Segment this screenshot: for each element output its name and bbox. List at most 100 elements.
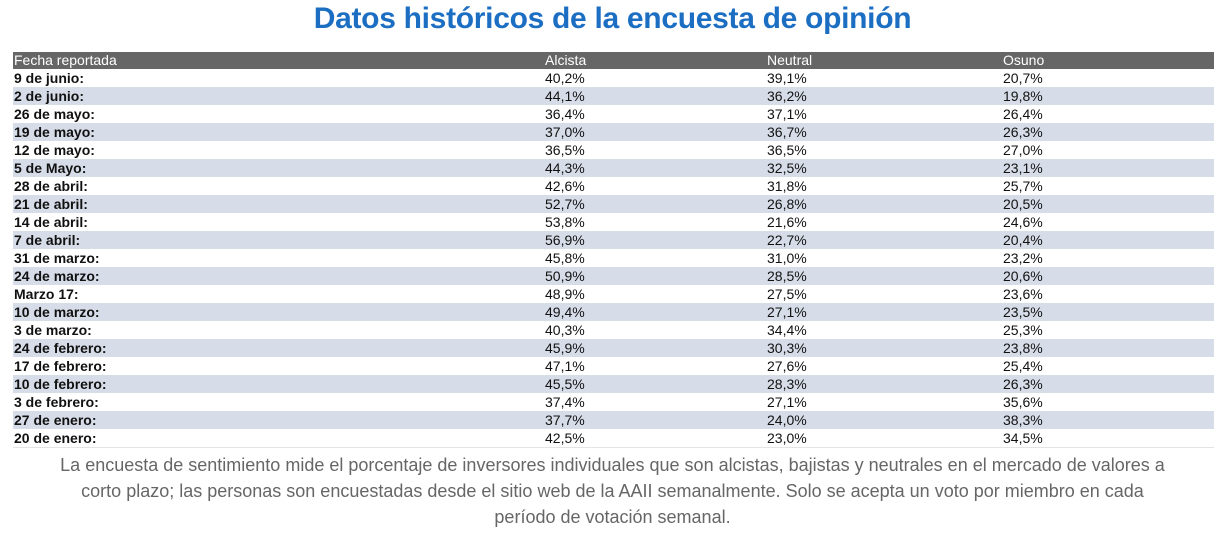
cell-neutral: 27,5% <box>767 286 807 302</box>
cell-bullish: 44,3% <box>544 159 766 177</box>
cell-bullish: 48,9% <box>545 286 585 302</box>
table-row: 3 de marzo: 40,3% 34,4% 25,3% <box>13 321 1214 339</box>
cell-bearish: 26,3% <box>1002 375 1214 393</box>
table-row: 27 de enero: 37,7% 24,0% 38,3% <box>13 411 1214 429</box>
cell-neutral: 27,1% <box>766 303 1002 321</box>
cell-neutral: 34,4% <box>767 322 807 338</box>
cell-date: 26 de mayo: <box>14 106 95 122</box>
table-row: Marzo 17: 48,9% 27,5% 23,6% <box>13 285 1214 303</box>
table-row: 28 de abril: 42,6% 31,8% 25,7% <box>13 177 1214 195</box>
cell-bearish: 20,7% <box>1003 70 1043 86</box>
cell-bearish: 20,5% <box>1002 195 1214 213</box>
cell-bearish: 24,6% <box>1003 214 1043 230</box>
cell-neutral: 23,0% <box>766 429 1002 448</box>
table-row: 14 de abril: 53,8% 21,6% 24,6% <box>13 213 1214 231</box>
cell-bearish: 38,3% <box>1002 411 1214 429</box>
cell-bearish: 35,6% <box>1003 394 1043 410</box>
cell-date: Marzo 17: <box>14 286 79 302</box>
cell-bullish: 37,4% <box>545 394 585 410</box>
table-row: 10 de marzo: 49,4% 27,1% 23,5% <box>13 303 1214 321</box>
cell-date: 10 de marzo: <box>13 303 544 321</box>
header-neutral: Neutral <box>766 52 1002 69</box>
table-header-row: Fecha reportada Alcista Neutral Osuno <box>13 52 1214 69</box>
cell-bullish: 37,7% <box>544 411 766 429</box>
cell-date: 14 de abril: <box>14 214 88 230</box>
cell-neutral: 28,3% <box>766 375 1002 393</box>
cell-neutral: 24,0% <box>766 411 1002 429</box>
cell-date: 24 de febrero: <box>13 339 544 357</box>
cell-date: 2 de junio: <box>13 87 544 105</box>
table-row: 7 de abril: 56,9% 22,7% 20,4% <box>13 231 1214 249</box>
cell-neutral: 28,5% <box>766 267 1002 285</box>
cell-date: 27 de enero: <box>13 411 544 429</box>
cell-neutral: 30,3% <box>766 339 1002 357</box>
cell-bearish: 23,2% <box>1003 250 1043 266</box>
cell-date: 7 de abril: <box>13 231 544 249</box>
header-bearish: Osuno <box>1002 52 1214 69</box>
cell-neutral: 31,0% <box>767 250 807 266</box>
table-row: 9 de junio: 40,2% 39,1% 20,7% <box>13 69 1214 87</box>
cell-neutral: 37,1% <box>767 106 807 122</box>
cell-bullish: 42,6% <box>545 178 585 194</box>
cell-bearish: 23,1% <box>1002 159 1214 177</box>
survey-description: La encuesta de sentimiento mide el porce… <box>60 455 1165 527</box>
table-row: 17 de febrero: 47,1% 27,6% 25,4% <box>13 357 1214 375</box>
cell-bullish: 36,5% <box>545 142 585 158</box>
cell-bearish: 26,4% <box>1003 106 1043 122</box>
cell-bullish: 45,8% <box>545 250 585 266</box>
cell-bullish: 40,3% <box>545 322 585 338</box>
cell-bearish: 20,4% <box>1002 231 1214 249</box>
cell-bullish: 37,0% <box>544 123 766 141</box>
cell-bullish: 50,9% <box>544 267 766 285</box>
cell-bearish: 27,0% <box>1003 142 1043 158</box>
cell-neutral: 27,1% <box>767 394 807 410</box>
table-row: 19 de mayo: 37,0% 36,7% 26,3% <box>13 123 1214 141</box>
header-date: Fecha reportada <box>13 52 544 69</box>
cell-bearish: 34,5% <box>1002 429 1214 448</box>
cell-neutral: 22,7% <box>766 231 1002 249</box>
cell-neutral: 21,6% <box>767 214 807 230</box>
cell-date: 28 de abril: <box>14 178 88 194</box>
cell-date: 31 de marzo: <box>14 250 100 266</box>
table-row: 5 de Mayo: 44,3% 32,5% 23,1% <box>13 159 1214 177</box>
cell-date: 3 de marzo: <box>14 322 92 338</box>
cell-neutral: 36,7% <box>766 123 1002 141</box>
header-bullish: Alcista <box>544 52 766 69</box>
cell-bullish: 47,1% <box>545 358 585 374</box>
cell-date: 12 de mayo: <box>14 142 95 158</box>
table-row: 21 de abril: 52,7% 26,8% 20,5% <box>13 195 1214 213</box>
cell-bullish: 52,7% <box>544 195 766 213</box>
table-row: 3 de febrero: 37,4% 27,1% 35,6% <box>13 393 1214 411</box>
cell-neutral: 32,5% <box>766 159 1002 177</box>
cell-bullish: 49,4% <box>544 303 766 321</box>
sentiment-history-table: Fecha reportada Alcista Neutral Osuno 9 … <box>13 52 1214 448</box>
cell-bullish: 40,2% <box>545 70 585 86</box>
cell-bearish: 19,8% <box>1002 87 1214 105</box>
cell-date: 9 de junio: <box>14 70 84 86</box>
cell-bullish: 44,1% <box>544 87 766 105</box>
cell-bullish: 45,9% <box>544 339 766 357</box>
cell-date: 5 de Mayo: <box>13 159 544 177</box>
cell-date: 20 de enero: <box>13 429 544 448</box>
cell-bearish: 23,5% <box>1002 303 1214 321</box>
table-row: 26 de mayo: 36,4% 37,1% 26,4% <box>13 105 1214 123</box>
cell-date: 17 de febrero: <box>14 358 107 374</box>
page-title: Datos históricos de la encuesta de opini… <box>313 2 912 35</box>
cell-date: 21 de abril: <box>13 195 544 213</box>
cell-neutral: 26,8% <box>766 195 1002 213</box>
cell-bearish: 23,8% <box>1002 339 1214 357</box>
cell-date: 3 de febrero: <box>14 394 99 410</box>
cell-date: 19 de mayo: <box>13 123 544 141</box>
cell-bearish: 23,6% <box>1003 286 1043 302</box>
cell-date: 24 de marzo: <box>13 267 544 285</box>
cell-bullish: 36,4% <box>545 106 585 122</box>
cell-bullish: 42,5% <box>544 429 766 448</box>
cell-bearish: 26,3% <box>1002 123 1214 141</box>
table-row: 2 de junio: 44,1% 36,2% 19,8% <box>13 87 1214 105</box>
cell-bearish: 25,7% <box>1003 178 1043 194</box>
cell-neutral: 36,5% <box>767 142 807 158</box>
table-row: 31 de marzo: 45,8% 31,0% 23,2% <box>13 249 1214 267</box>
table-row: 24 de marzo: 50,9% 28,5% 20,6% <box>13 267 1214 285</box>
cell-bearish: 25,3% <box>1003 322 1043 338</box>
table-row: 20 de enero: 42,5% 23,0% 34,5% <box>13 429 1214 448</box>
